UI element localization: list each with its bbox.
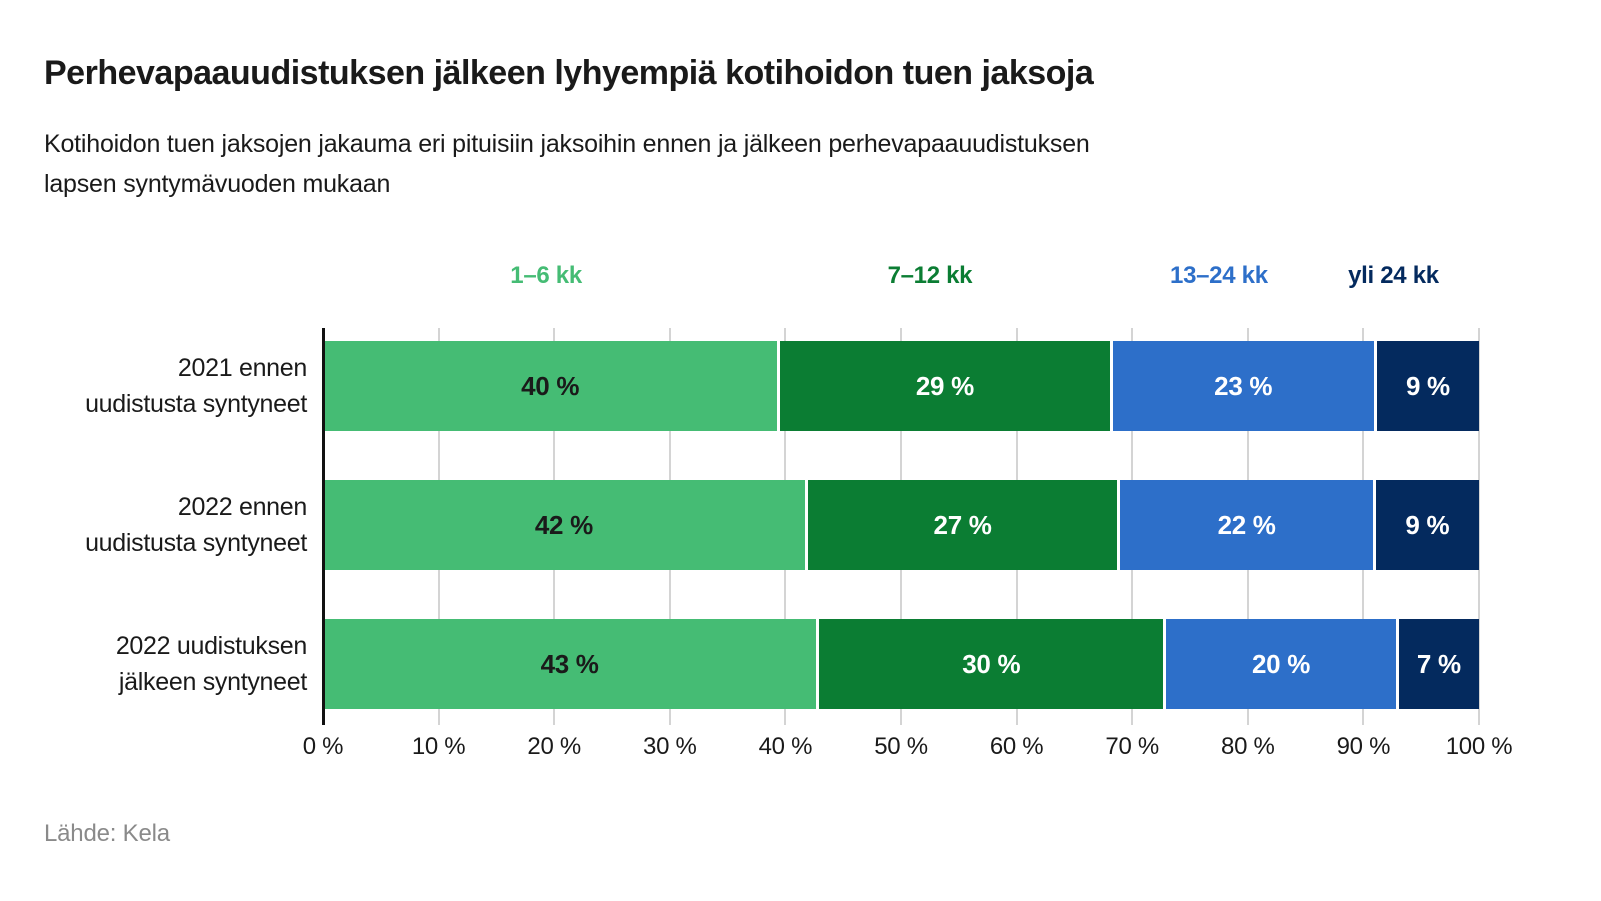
category-label: 2021 ennen uudistusta syntyneet [85, 341, 307, 431]
chart-subtitle-line2: lapsen syntymävuoden mukaan [44, 170, 391, 198]
category-label-line: uudistusta syntyneet [85, 529, 307, 557]
x-tick-label: 20 % [527, 733, 581, 760]
x-tick-label: 100 % [1445, 733, 1513, 760]
category-label-line: 2021 ennen [177, 354, 307, 382]
bar-segment-1-6-kk: 43 % [323, 619, 820, 709]
gridline [1478, 328, 1480, 725]
bar-row: 40 % 29 % 23 % 9 % [323, 341, 1479, 431]
legend: 1–6 kk 7–12 kk 13–24 kk yli 24 kk [323, 262, 1479, 296]
legend-item-yli-24-kk: yli 24 kk [1348, 262, 1439, 289]
bar-row: 43 % 30 % 20 % 7 % [323, 619, 1479, 709]
category-label-line: uudistusta syntyneet [85, 390, 307, 418]
bar-segment-yli-24-kk: 9 % [1375, 480, 1479, 570]
chart-subtitle: Kotihoidon tuen jaksojen jakauma eri pit… [44, 124, 1090, 204]
legend-item-7-12-kk: 7–12 kk [887, 262, 973, 289]
bar-segment-1-6-kk: 40 % [323, 341, 781, 431]
bar-segment-13-24-kk: 23 % [1112, 341, 1377, 431]
legend-item-1-6-kk: 1–6 kk [510, 262, 582, 289]
x-axis-tick-labels: 0 % 10 % 20 % 30 % 40 % 50 % 60 % 70 % 80 % 90 % 1… [303, 733, 1513, 763]
chart-title: Perhevapaauudistuksen jälkeen lyhyempiä … [44, 54, 1094, 92]
category-label: 2022 uudistuksen jälkeen syntyneet [116, 619, 307, 709]
category-label-line: 2022 ennen [177, 493, 307, 521]
bar-value-label: 42 % [534, 509, 593, 540]
x-tick-label: 80 % [1221, 733, 1275, 760]
bar-value-label: 7 % [1416, 648, 1461, 679]
x-tick-label: 40 % [758, 733, 813, 760]
x-tick-label: 0 % [302, 733, 344, 760]
source-note: Lähde: Kela [44, 820, 170, 847]
bar-segment-7-12-kk: 27 % [807, 480, 1121, 570]
category-label-line: jälkeen syntyneet [118, 668, 307, 696]
bar-segment-1-6-kk: 42 % [323, 480, 808, 570]
bar-value-label: 43 % [540, 648, 599, 679]
legend-item-13-24-kk: 13–24 kk [1170, 262, 1268, 289]
plot-area: 40 % 29 % 23 % 9 % 42 % 27 % 22 % 9 % 43 % 30 % 20… [322, 328, 1480, 725]
bar-value-label: 9 % [1405, 370, 1450, 401]
x-tick-label: 30 % [643, 733, 697, 760]
bar-row: 42 % 27 % 22 % 9 % [323, 480, 1479, 570]
bar-value-label: 27 % [933, 509, 992, 540]
x-tick-label: 90 % [1336, 733, 1391, 760]
category-labels: 2021 ennen uudistusta syntyneet 2022 ennen… [0, 328, 315, 725]
chart-subtitle-line1: Kotihoidon tuen jaksojen jakauma eri pit… [44, 130, 1090, 158]
bar-value-label: 20 % [1251, 648, 1311, 679]
category-label-line: 2022 uudistuksen [115, 632, 307, 660]
bar-segment-7-12-kk: 29 % [780, 341, 1113, 431]
category-label: 2022 ennen uudistusta syntyneet [85, 480, 307, 570]
bar-value-label: 29 % [915, 370, 974, 401]
x-tick-label: 50 % [874, 733, 928, 760]
bar-value-label: 40 % [521, 370, 580, 401]
x-tick-label: 70 % [1105, 733, 1159, 760]
bar-segment-7-12-kk: 30 % [819, 619, 1167, 709]
bar-segment-yli-24-kk: 9 % [1376, 341, 1479, 431]
bar-segment-yli-24-kk: 7 % [1398, 619, 1479, 709]
bar-value-label: 30 % [962, 648, 1021, 679]
bar-value-label: 9 % [1405, 509, 1450, 540]
y-axis-line [322, 328, 325, 725]
bars: 40 % 29 % 23 % 9 % 42 % 27 % 22 % 9 % 43 % 30 % 20… [323, 341, 1479, 709]
x-tick-label: 10 % [411, 733, 466, 760]
bar-segment-13-24-kk: 20 % [1166, 619, 1399, 709]
bar-segment-13-24-kk: 22 % [1120, 480, 1376, 570]
x-tick-label: 60 % [989, 733, 1044, 760]
bar-value-label: 22 % [1217, 509, 1276, 540]
bar-value-label: 23 % [1214, 370, 1273, 401]
